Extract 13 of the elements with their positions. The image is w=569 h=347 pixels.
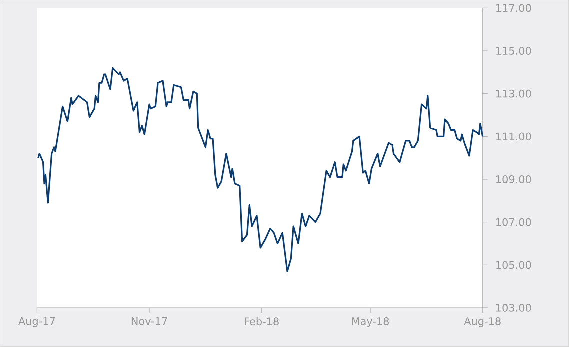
x-tick-label: Aug-18	[464, 317, 501, 328]
y-tick-label: 111.00	[496, 132, 532, 141]
y-tick-label: 103.00	[496, 304, 532, 312]
x-tick-label: Feb-18	[245, 317, 279, 326]
y-tick-label: 109.00	[496, 175, 532, 184]
y-tick-label: 117.00	[496, 4, 532, 12]
x-tick-label: Nov-17	[132, 317, 168, 326]
x-tick-label: May-18	[352, 317, 390, 328]
y-tick-label: 113.00	[496, 90, 532, 98]
y-tick-label: 115.00	[496, 47, 532, 55]
y-tick-label: 107.00	[496, 218, 532, 226]
y-tick-label: 105.00	[496, 261, 532, 270]
x-tick-label: Aug-17	[18, 317, 56, 328]
